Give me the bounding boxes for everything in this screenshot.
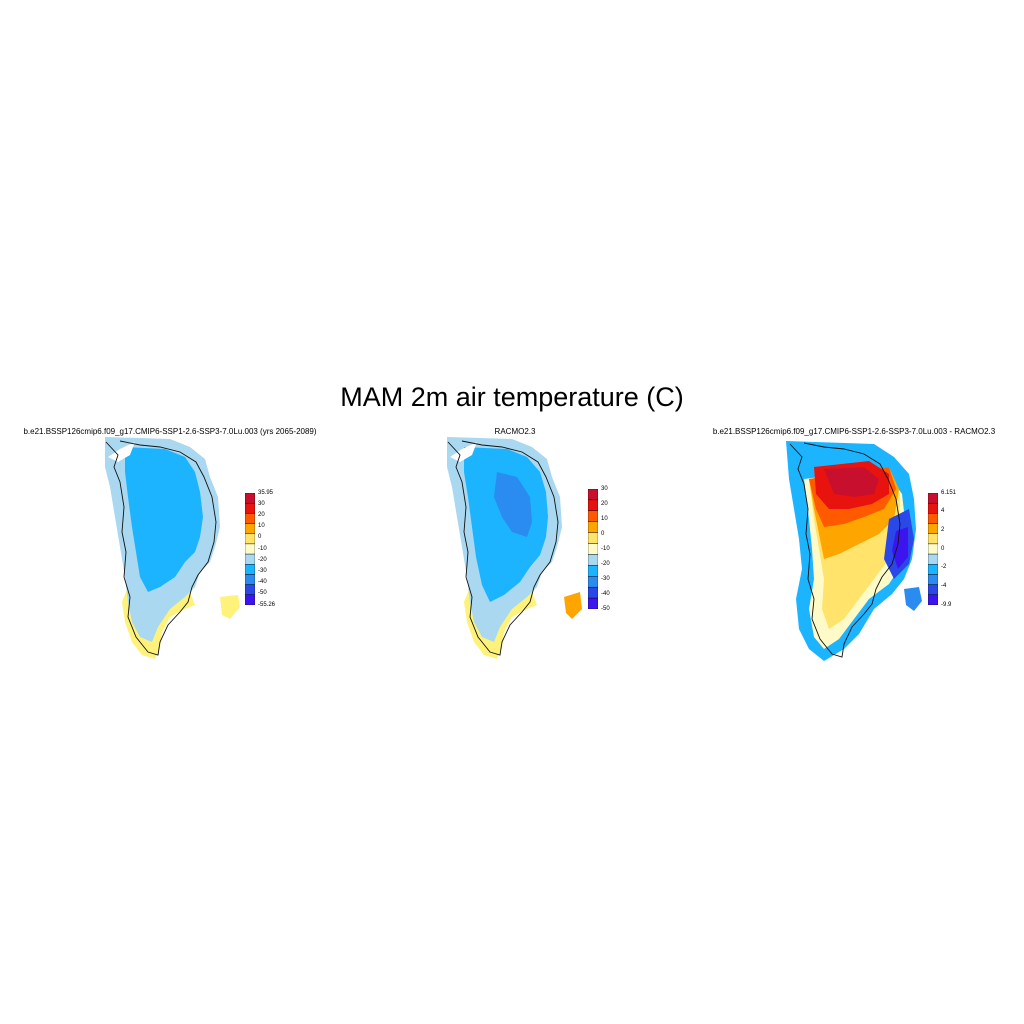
colorbar-label: 10	[601, 515, 608, 522]
panel-difference: b.e21.BSSP126cmip6.f09_g17.CMIP6-SSP1-2.…	[684, 427, 1024, 667]
colorbar-swatch	[245, 523, 255, 534]
colorbar-swatch	[588, 489, 598, 501]
colorbar-swatch	[245, 502, 255, 514]
colorbar-swatch	[245, 533, 255, 545]
colorbar-swatch	[245, 594, 255, 605]
colorbar-label: -30	[258, 567, 267, 574]
colorbar-label: 10	[258, 523, 265, 530]
colorbar-label: 30	[258, 500, 265, 507]
colorbar-swatch	[928, 594, 938, 605]
colorbar-swatch	[245, 564, 255, 575]
colorbar-label: -20	[258, 556, 267, 563]
colorbar-difference	[928, 493, 938, 605]
colorbar-label: -30	[601, 575, 610, 582]
colorbar-swatch	[245, 574, 255, 585]
panel-title: b.e21.BSSP126cmip6.f09_g17.CMIP6-SSP1-2.…	[23, 427, 317, 436]
colorbar-swatch	[245, 493, 255, 504]
colorbar-swatch	[588, 510, 598, 522]
colorbar-swatch	[588, 521, 598, 533]
colorbar-label: -9.9	[941, 601, 952, 608]
colorbar-label: 0	[601, 530, 605, 537]
colorbar-label: 0	[258, 534, 262, 541]
colorbar-label: 35.95	[258, 489, 274, 496]
colorbar-swatch	[588, 543, 598, 555]
colorbar-label: -50	[258, 590, 267, 597]
colorbar-label: -20	[601, 560, 610, 567]
panel-model: b.e21.BSSP126cmip6.f09_g17.CMIP6-SSP1-2.…	[0, 427, 340, 667]
colorbar-swatch	[928, 553, 938, 565]
colorbar-label: 20	[258, 511, 265, 518]
colorbar-label: -2	[941, 564, 947, 571]
colorbar-label: -10	[601, 545, 610, 552]
colorbar-swatch	[928, 584, 938, 596]
colorbar-label: 20	[601, 500, 608, 507]
colorbar-swatch	[588, 554, 598, 566]
colorbar-swatch	[245, 513, 255, 524]
greenland-map-model	[105, 437, 240, 659]
colorbar-label: -10	[258, 545, 267, 552]
colorbar-label: -4	[941, 582, 947, 589]
colorbar-swatch	[928, 564, 938, 575]
colorbar-racmo	[588, 489, 598, 609]
colorbar-label: 2	[941, 526, 945, 533]
colorbar-swatch	[245, 584, 255, 596]
colorbar-swatch	[588, 499, 598, 512]
colorbar-swatch	[928, 513, 938, 524]
colorbar-swatch	[928, 493, 938, 504]
colorbar-label: -40	[601, 590, 610, 597]
colorbar-label: 30	[601, 485, 608, 492]
figure-title: MAM 2m air temperature (C)	[340, 382, 684, 412]
colorbar-swatch	[588, 597, 598, 609]
colorbar-swatch	[928, 533, 938, 545]
colorbar-swatch	[588, 586, 598, 599]
panel-title: RACMO2.3	[494, 427, 536, 436]
panel-racmo: RACMO2.3 30 20 10 0 -10 -20 -30 -40 -50	[345, 427, 685, 667]
colorbar-model	[245, 493, 255, 605]
colorbar-label: -50	[601, 605, 610, 612]
colorbar-swatch	[588, 576, 598, 588]
colorbar-swatch	[928, 574, 938, 585]
greenland-map-difference	[786, 441, 922, 661]
colorbar-swatch	[588, 565, 598, 577]
colorbar-label: 6.151	[941, 489, 957, 496]
colorbar-label: 4	[941, 508, 945, 515]
colorbar-swatch	[928, 543, 938, 555]
colorbar-swatch	[588, 532, 598, 544]
colorbar-swatch	[245, 553, 255, 565]
colorbar-swatch	[928, 502, 938, 514]
colorbar-label: -40	[258, 579, 267, 586]
panel-title: b.e21.BSSP126cmip6.f09_g17.CMIP6-SSP1-2.…	[712, 427, 996, 436]
colorbar-label: -55.26	[258, 601, 276, 608]
colorbar-label: 0	[941, 545, 945, 552]
colorbar-swatch	[928, 523, 938, 534]
greenland-map-racmo	[447, 437, 582, 659]
colorbar-swatch	[245, 543, 255, 555]
